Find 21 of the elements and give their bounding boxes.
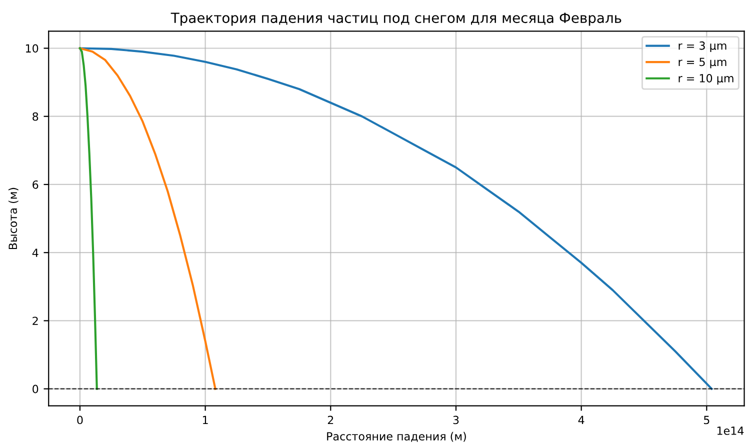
x-tick-label: 3 [453, 416, 459, 424]
y-tick-label: 4 [32, 248, 38, 257]
text: 1e14 [717, 426, 744, 435]
y-tick-label: 0 [32, 384, 38, 394]
legend-label: r = 5 μm [678, 58, 726, 68]
x-tick-label: 5 [704, 416, 710, 424]
y-tick-label: 10 [26, 44, 38, 53]
x-axis-title: Расстояние падения (м) [327, 432, 466, 442]
y-tick-label: 8 [32, 112, 38, 121]
chart-title: Траектория падения частиц под снегом для месяца Февраль [170, 12, 622, 26]
legend-label: r = 10 μm [678, 74, 734, 85]
y-tick-label: 2 [32, 316, 38, 325]
line-series [78, 47, 216, 390]
y-axis-title: Высота (м) [8, 188, 18, 250]
line-series [78, 47, 98, 390]
x-tick-label: 0 [77, 416, 83, 424]
x-tick-label: 4 [578, 416, 584, 424]
y-tick-label: 6 [32, 180, 38, 189]
x-tick-label: 1 [202, 416, 208, 424]
x-tick-label: 2 [328, 416, 334, 424]
legend-label: r = 3 μm [678, 41, 726, 52]
